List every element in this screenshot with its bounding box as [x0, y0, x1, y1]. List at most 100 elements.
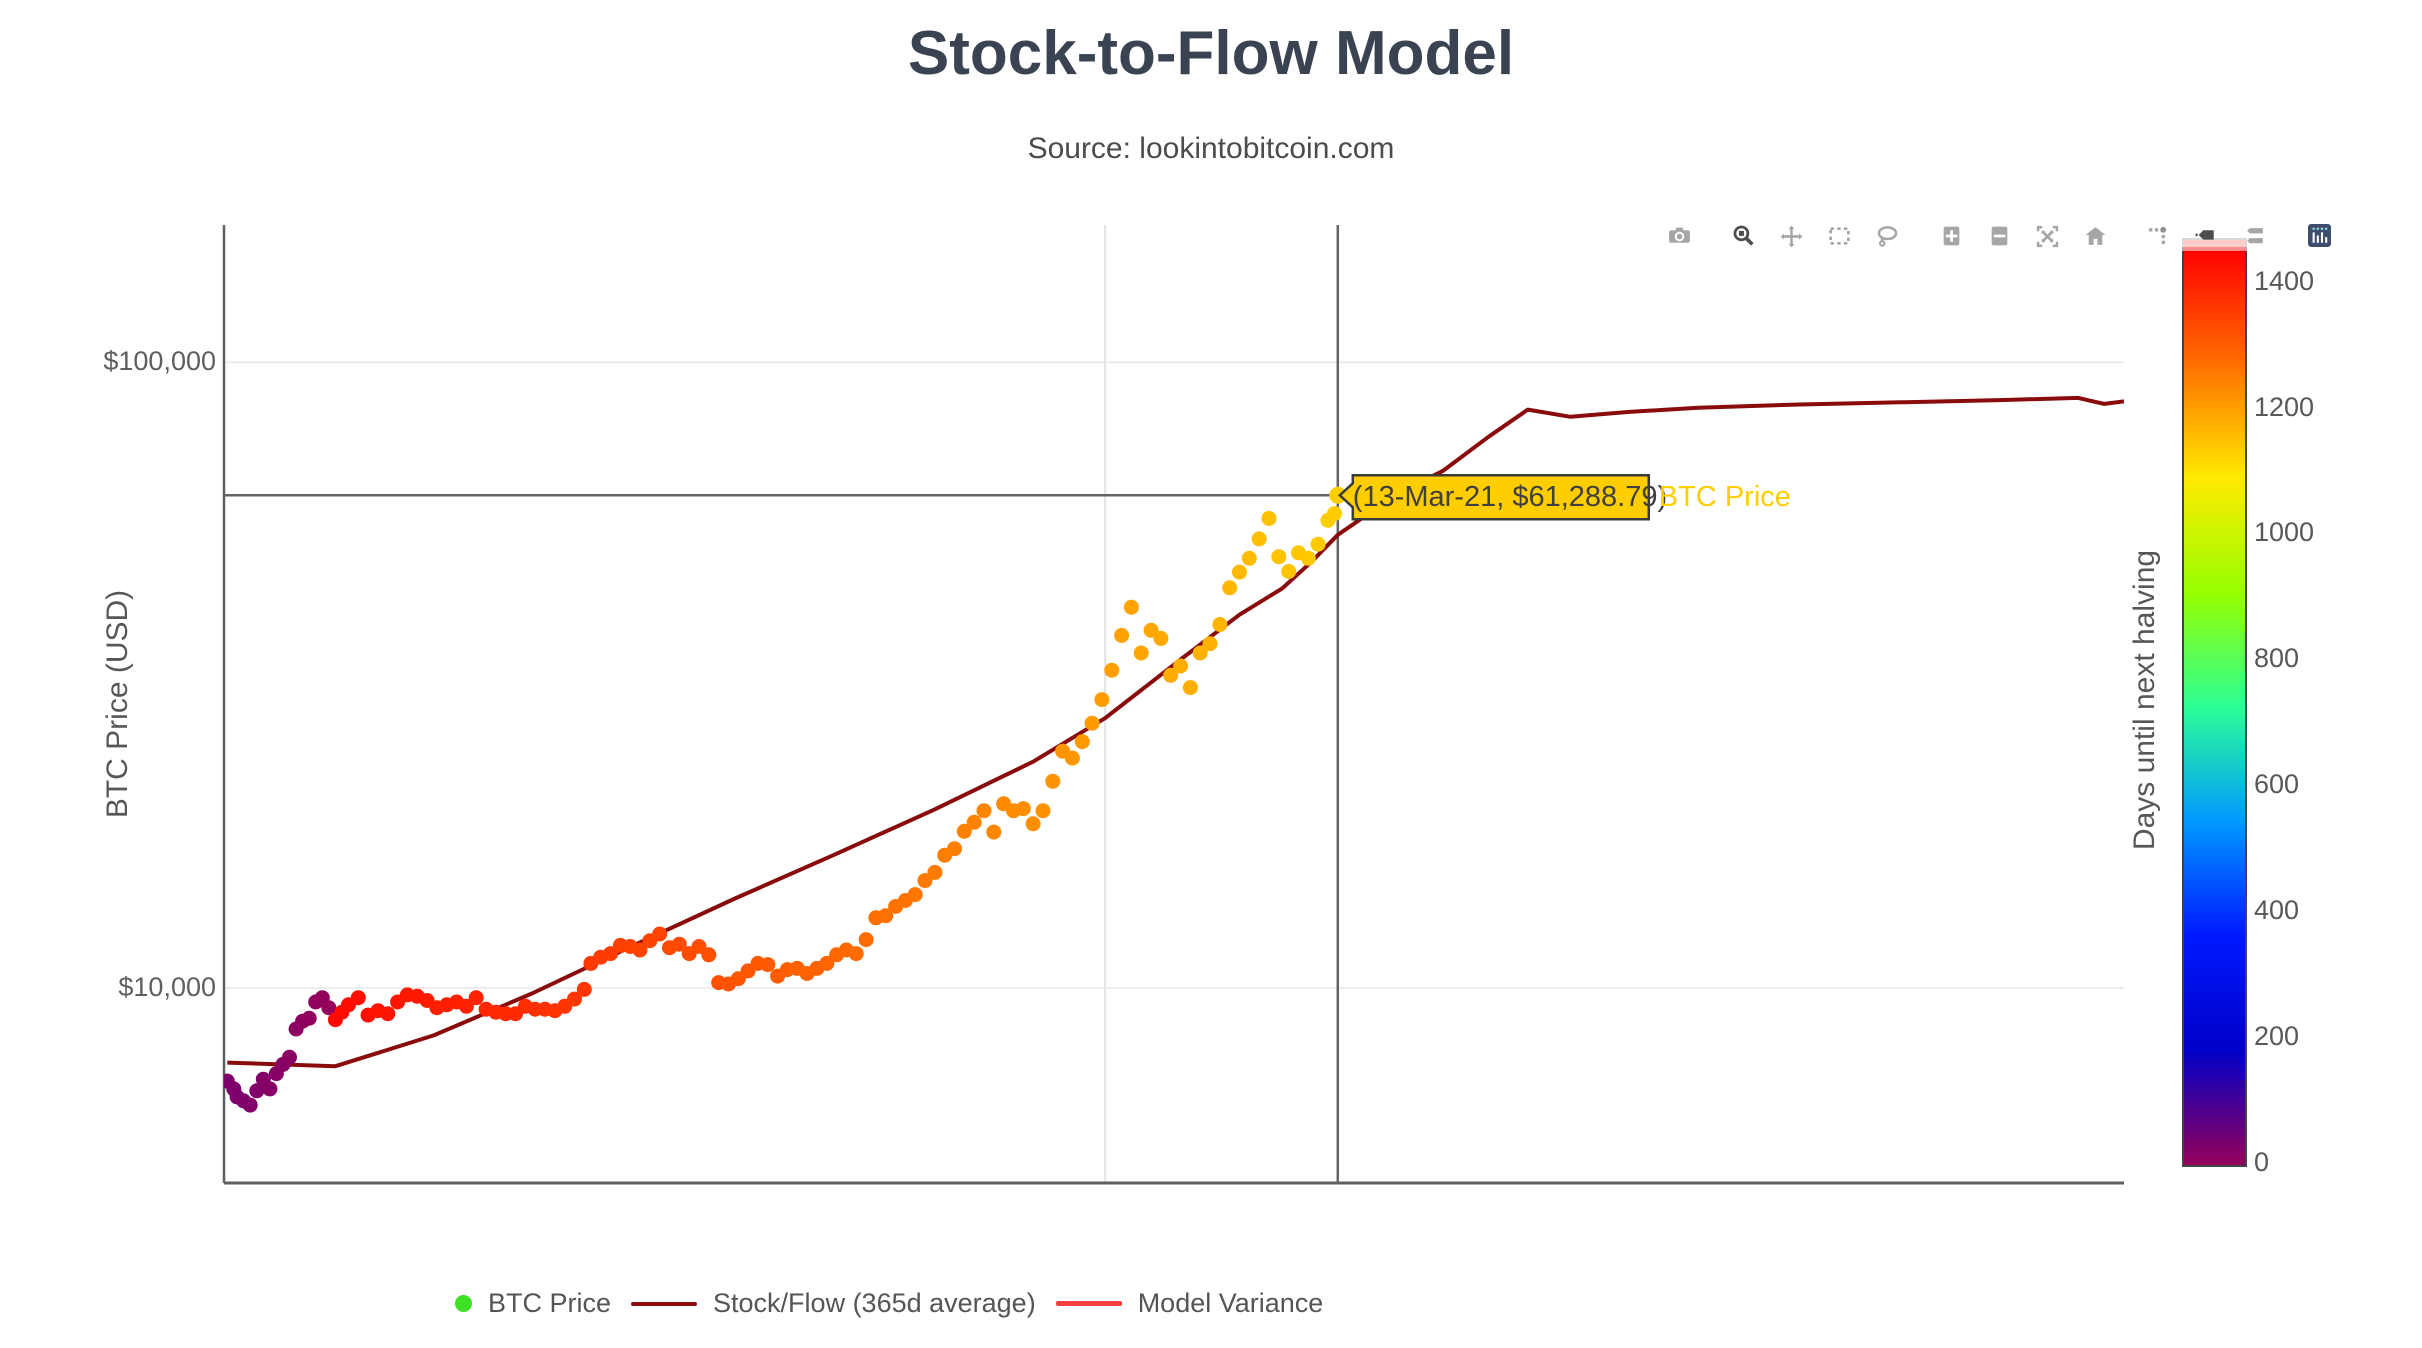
hover-closest-icon[interactable]	[2192, 223, 2222, 249]
colorbar-tick-label: 0	[2254, 1147, 2270, 1177]
btc-price-point[interactable]	[1153, 630, 1169, 646]
btc-price-point[interactable]	[652, 926, 668, 942]
btc-price-point[interactable]	[1261, 510, 1277, 526]
btc-price-point[interactable]	[671, 936, 687, 952]
btc-price-point[interactable]	[1104, 662, 1120, 678]
colorbar-tick-label: 400	[2254, 895, 2300, 926]
btc-price-point[interactable]	[632, 942, 648, 958]
btc-price-point[interactable]	[1300, 550, 1316, 566]
btc-price-point[interactable]	[262, 1081, 278, 1097]
btc-price-point[interactable]	[603, 946, 619, 962]
colorbar-tick-label: 1200	[2254, 391, 2315, 422]
btc-price-point[interactable]	[1182, 680, 1198, 696]
colorbar-tick-label: 1000	[2254, 517, 2315, 548]
btc-price-point[interactable]	[1133, 645, 1149, 661]
modebar	[1660, 221, 2338, 251]
btc-price-point[interactable]	[1310, 536, 1326, 552]
btc-price-point[interactable]	[760, 957, 776, 973]
btc-price-point[interactable]	[380, 1006, 396, 1022]
btc-price-point[interactable]	[1281, 564, 1297, 579]
y-tick-label: $10,000	[118, 972, 216, 1003]
btc-price-point[interactable]	[1251, 531, 1267, 547]
btc-price-point[interactable]	[350, 990, 366, 1006]
legend-marker-dot	[455, 1295, 472, 1312]
zoom-in-icon[interactable]	[1936, 223, 1966, 249]
btc-price-point[interactable]	[819, 955, 835, 971]
btc-price-point[interactable]	[701, 947, 717, 963]
btc-price-point[interactable]	[1074, 734, 1090, 750]
zoom-out-icon[interactable]	[1984, 223, 2014, 249]
btc-price-point[interactable]	[1025, 816, 1041, 832]
btc-price-point[interactable]	[976, 803, 992, 819]
btc-price-point[interactable]	[878, 908, 894, 924]
pan-icon[interactable]	[1776, 223, 1806, 249]
btc-price-point[interactable]	[1271, 549, 1287, 565]
btc-price-point[interactable]	[1094, 692, 1110, 708]
colorbar-tick-label: 800	[2254, 643, 2300, 674]
btc-price-point[interactable]	[282, 1049, 297, 1065]
btc-price-point[interactable]	[986, 824, 1002, 840]
s2f-line[interactable]	[227, 395, 2124, 1069]
hover-compare-icon[interactable]	[2240, 223, 2270, 249]
toggle-spikelines-icon[interactable]	[2144, 223, 2174, 249]
colorbar-gradient	[2182, 238, 2247, 1167]
hovered-point[interactable]	[1329, 486, 1347, 504]
btc-price-point[interactable]	[858, 932, 874, 948]
plotly-logo-icon[interactable]	[2304, 223, 2334, 249]
btc-price-point[interactable]	[468, 990, 484, 1006]
btc-price-point[interactable]	[1015, 801, 1031, 817]
btc-price-point[interactable]	[691, 939, 707, 954]
btc-price-point[interactable]	[1327, 506, 1342, 522]
legend: BTC Price Stock/Flow (365d average) Model …	[455, 1288, 1323, 1319]
btc-price-point[interactable]	[301, 1010, 317, 1026]
reset-axes-home-icon[interactable]	[2080, 223, 2110, 249]
hover-trace-name: BTC Price	[1658, 481, 1791, 514]
autoscale-icon[interactable]	[2032, 223, 2062, 249]
btc-price-point[interactable]	[848, 946, 864, 962]
btc-price-point[interactable]	[917, 873, 933, 889]
box-select-icon[interactable]	[1824, 223, 1854, 249]
hover-tooltip-box	[1337, 474, 1651, 521]
y-axis-title: BTC Price (USD)	[101, 589, 134, 819]
btc-price-point[interactable]	[1173, 658, 1189, 674]
page-title: Stock-to-Flow Model	[907, 19, 1515, 88]
btc-price-point[interactable]	[458, 998, 474, 1014]
btc-price-point[interactable]	[1222, 580, 1238, 596]
btc-price-point[interactable]	[1045, 773, 1061, 789]
btc-price-point[interactable]	[321, 1000, 337, 1016]
btc-price-point[interactable]	[907, 887, 923, 903]
btc-price-point[interactable]	[956, 823, 972, 839]
btc-price-point[interactable]	[1232, 564, 1247, 580]
legend-item-model-variance[interactable]: Model Variance	[1055, 1288, 1323, 1319]
lasso-select-icon[interactable]	[1872, 223, 1902, 249]
page-subtitle: Source: lookintobitcoin.com	[1027, 132, 1395, 165]
btc-price-point[interactable]	[1064, 750, 1080, 766]
btc-price-point[interactable]	[249, 1083, 265, 1099]
btc-price-point[interactable]	[966, 814, 982, 830]
btc-price-point[interactable]	[1212, 617, 1228, 632]
btc-price-point[interactable]	[1163, 667, 1179, 683]
zoom-icon[interactable]	[1728, 223, 1758, 249]
download-plot-camera-icon[interactable]	[1664, 223, 1694, 249]
btc-price-point[interactable]	[1123, 599, 1139, 615]
btc-price-point[interactable]	[947, 841, 962, 857]
btc-price-point[interactable]	[927, 864, 943, 880]
hover-tooltip-label: (13-Mar-21, $61,288.79)	[1352, 481, 1668, 514]
btc-price-point[interactable]	[1192, 645, 1208, 661]
btc-price-point[interactable]	[1114, 627, 1130, 643]
btc-price-point[interactable]	[567, 991, 582, 1007]
btc-price-point[interactable]	[1202, 636, 1218, 652]
btc-price-point[interactable]	[1084, 715, 1100, 731]
legend-item-btc-price[interactable]: BTC Price	[455, 1288, 611, 1319]
btc-price-point[interactable]	[1035, 803, 1051, 819]
legend-label: Stock/Flow (365d average)	[713, 1288, 1036, 1318]
colorbar-title: Days until next halving	[2128, 549, 2161, 851]
btc-price-point[interactable]	[576, 981, 592, 997]
y-tick-label: $100,000	[103, 346, 216, 377]
btc-price-point[interactable]	[242, 1097, 258, 1113]
colorbar-tick-label: 200	[2254, 1021, 2300, 1052]
btc-price-point[interactable]	[1241, 550, 1257, 566]
legend-line-sample	[1055, 1301, 1122, 1306]
legend-item-stock-flow-365d-average-[interactable]: Stock/Flow (365d average)	[631, 1288, 1036, 1319]
